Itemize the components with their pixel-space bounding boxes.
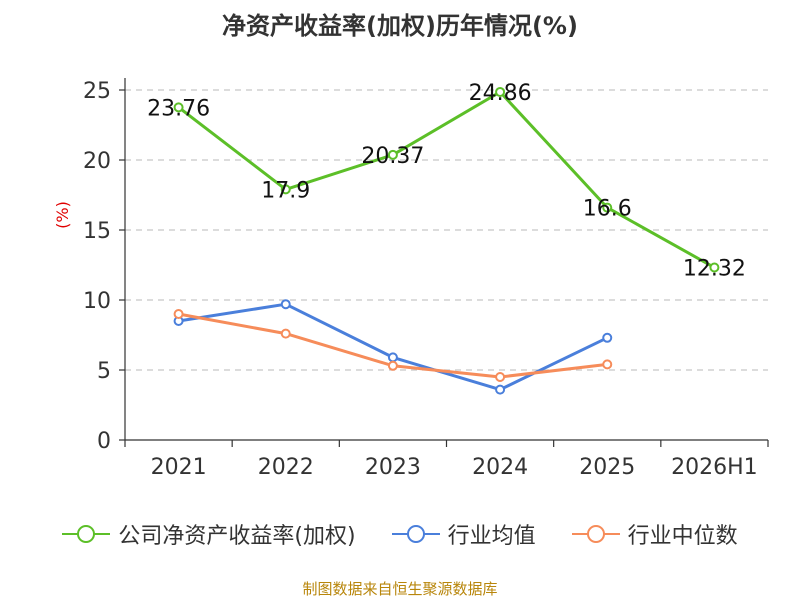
data-point	[495, 372, 506, 382]
data-point	[602, 332, 613, 343]
chart-title: 净资产收益率(加权)历年情况(%)	[222, 12, 578, 40]
legend-marker-icon	[571, 525, 620, 543]
data-label: 20.37	[361, 144, 424, 169]
data-point	[495, 86, 506, 97]
data-label: 12.32	[683, 257, 746, 282]
y-axis-label: (%)	[53, 201, 72, 229]
y-tick-label: 15	[83, 219, 111, 244]
y-tick-label: 5	[97, 359, 111, 384]
legend-label: 公司净资产收益率(加权)	[118, 524, 356, 549]
data-point	[387, 352, 398, 363]
x-tick-label: 2025	[579, 455, 635, 480]
x-tick-label: 2026H1	[671, 455, 758, 480]
series-lines	[173, 86, 720, 395]
data-labels: 23.76 17.9 20.37 24.86 16.6 12.32	[147, 81, 746, 282]
data-point	[280, 299, 291, 310]
y-tick-label: 0	[97, 429, 111, 454]
data-point	[602, 359, 613, 370]
data-label: 24.86	[469, 81, 532, 106]
legend-item-company[interactable]: 公司净资产收益率(加权)	[62, 518, 356, 550]
legend-marker-icon	[391, 525, 440, 543]
series-line	[177, 90, 716, 269]
data-point	[280, 184, 291, 195]
data-point	[602, 202, 613, 213]
x-tick-label: 2022	[258, 455, 314, 480]
legend: 公司净资产收益率(加权) 行业均值 行业中位数	[0, 518, 800, 550]
data-label: 23.76	[147, 96, 210, 121]
series-line	[178, 302, 608, 392]
legend-label: 行业中位数	[627, 524, 738, 549]
data-point	[173, 309, 184, 319]
x-tick-label: 2023	[365, 455, 421, 480]
source-note: 制图数据来自恒生聚源数据库	[302, 580, 498, 598]
x-tick-label: 2021	[151, 455, 207, 480]
data-label: 17.9	[261, 178, 310, 203]
legend-item-industry-mean[interactable]: 行业均值	[391, 518, 536, 550]
data-point	[709, 262, 720, 273]
data-label: 16.6	[583, 197, 632, 222]
x-tick-label: 2024	[472, 455, 528, 480]
grid-lines	[125, 89, 768, 371]
legend-marker-icon	[62, 525, 111, 543]
data-point	[173, 102, 184, 113]
y-tick-label: 20	[83, 149, 111, 174]
legend-label: 行业均值	[447, 524, 536, 549]
legend-item-industry-median[interactable]: 行业中位数	[571, 518, 738, 550]
data-point	[280, 328, 291, 339]
data-point	[387, 360, 398, 371]
data-point	[495, 384, 506, 395]
y-tick-label: 10	[83, 289, 111, 314]
data-point	[387, 149, 398, 160]
y-tick-label: 25	[83, 79, 111, 104]
